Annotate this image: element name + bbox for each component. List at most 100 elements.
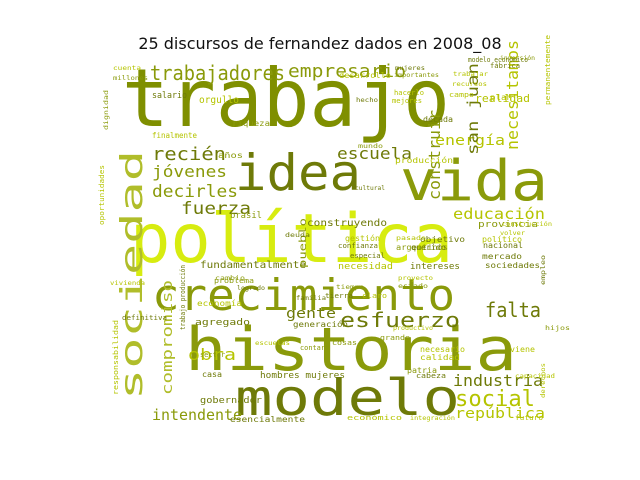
cloud-word: cultural	[355, 185, 385, 192]
cloud-word: deuda	[285, 232, 311, 239]
cloud-word: familia	[296, 295, 326, 302]
cloud-word: campo	[449, 91, 474, 99]
cloud-word: política	[130, 200, 453, 279]
cloud-word: esencialmente	[230, 415, 305, 424]
cloud-word: vida	[400, 149, 548, 214]
cloud-word: construcción	[502, 221, 552, 228]
cloud-word: agregado	[195, 318, 250, 328]
cloud-word: problema	[214, 277, 254, 285]
cloud-word: mejores	[392, 97, 422, 105]
cloud-word: falta	[485, 298, 541, 322]
cloud-word: brasil	[230, 211, 262, 221]
cloud-word: historia	[185, 315, 517, 385]
cloud-word: querido	[411, 243, 446, 252]
cloud-word: recién	[152, 144, 226, 165]
cloud-word: fundamentalmente	[200, 260, 306, 271]
cloud-word: esfuerzo	[340, 308, 460, 332]
cloud-word: plan	[490, 93, 512, 102]
cloud-word: obra	[188, 345, 236, 364]
cloud-word: fuerza	[181, 199, 251, 219]
cloud-word: gobernador	[200, 396, 263, 406]
cloud-word: social	[455, 387, 535, 412]
cloud-word: volver	[500, 230, 525, 237]
cloud-word: proyecto	[398, 275, 433, 282]
cloud-word: argentinos	[396, 243, 448, 252]
cloud-word: claro	[362, 292, 387, 300]
cloud-word: derechos	[540, 363, 547, 398]
cloud-word: desarrollo	[339, 71, 391, 80]
cloud-word: político	[482, 235, 522, 244]
cloud-word: industria	[453, 371, 543, 390]
cloud-word: sector	[200, 351, 225, 359]
chart-title: 25 discursos de fernandez dados en 2008_…	[138, 34, 502, 53]
cloud-word: integración	[410, 415, 455, 422]
cloud-word: necesidad	[338, 262, 393, 272]
cloud-word: trabajadores	[150, 61, 285, 85]
cloud-word: contar	[300, 344, 325, 352]
cloud-word: energía	[435, 133, 505, 149]
cloud-word: cabeza	[416, 372, 446, 380]
cloud-word: riqueza	[232, 119, 270, 128]
cloud-word: permanentemente	[544, 35, 552, 105]
cloud-word: hijos	[545, 325, 571, 332]
cloud-word: trabajar	[453, 71, 488, 78]
cloud-word: finalmente	[152, 131, 197, 140]
cloud-word: sociedad	[115, 150, 150, 400]
cloud-word: especial	[350, 252, 385, 260]
cloud-word: crecimiento	[152, 270, 455, 321]
cloud-word: dignidad	[103, 89, 110, 130]
cloud-word: gestión	[345, 233, 380, 243]
cloud-word: cambio	[215, 275, 246, 282]
cloud-word: hacerlo	[394, 89, 424, 97]
cloud-word: modelo económico	[468, 56, 528, 64]
cloud-word: década	[423, 114, 453, 124]
cloud-word: empleo	[540, 254, 547, 285]
cloud-word: idea	[235, 144, 361, 202]
cloud-word: cosas	[332, 339, 357, 347]
cloud-word: estado	[398, 283, 429, 290]
cloud-word: necesitamos	[503, 40, 522, 150]
cloud-word: orgullo	[199, 95, 239, 106]
cloud-word: hecho	[356, 97, 378, 104]
cloud-word: inversión	[500, 55, 535, 62]
cloud-word: provincia	[478, 220, 538, 230]
cloud-word: mercado	[482, 252, 522, 261]
cloud-word: productivo	[393, 325, 433, 332]
cloud-word: calidad	[420, 353, 460, 362]
cloud-word: empresario	[288, 61, 406, 82]
cloud-word: mundo	[358, 143, 384, 150]
cloud-word: producción	[395, 155, 453, 165]
cloud-word: san juan	[464, 63, 482, 155]
cloud-word: intereses	[410, 262, 460, 272]
cloud-word: años	[218, 151, 243, 160]
cloud-word: recursos	[452, 81, 487, 88]
cloud-word: responsabilidad	[112, 320, 120, 395]
cloud-word: objetivo	[420, 235, 465, 244]
cloud-word: hombres mujeres	[260, 371, 345, 381]
cloud-word: salario	[152, 91, 187, 101]
cloud-word: necesario	[420, 345, 465, 354]
cloud-word: logrado	[237, 285, 265, 292]
cloud-word: modelo	[235, 369, 460, 427]
cloud-word: grande	[380, 334, 410, 342]
cloud-word: generación	[293, 319, 348, 329]
cloud-word: económico	[347, 414, 402, 422]
cloud-word: nacional	[483, 241, 523, 250]
cloud-word: tiempo	[336, 284, 364, 291]
cloud-word: construyendo	[307, 218, 387, 229]
cloud-word: gente	[286, 306, 336, 322]
cloud-word: república	[455, 406, 545, 422]
cloud-word: tierra	[325, 292, 353, 300]
cloud-word: sociedades	[485, 261, 540, 270]
cloud-word: futuro	[515, 414, 543, 422]
cloud-word: importantes	[394, 72, 439, 79]
cloud-word: compromiso	[160, 280, 176, 395]
cloud-word: realidad	[475, 92, 530, 105]
cloud-word: definitiva	[122, 314, 167, 322]
cloud-word: mujeres	[395, 65, 425, 72]
cloud-word: oportunidades	[98, 165, 106, 225]
cloud-word: capacidad	[515, 373, 555, 380]
cloud-word: patria	[407, 366, 437, 375]
cloud-word: economía	[197, 299, 242, 308]
